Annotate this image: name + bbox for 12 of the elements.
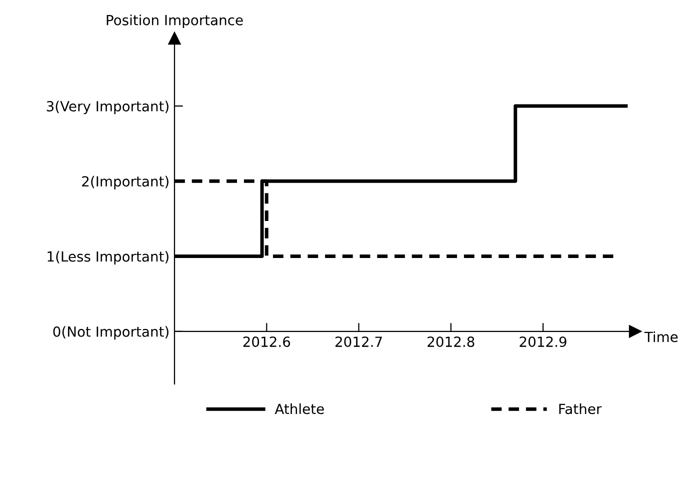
y-tick-label: 2(Important)	[82, 176, 168, 190]
x-tick-label: 2012.6	[243, 336, 290, 348]
y-tick-label: 1(Less Important)	[48, 251, 168, 264]
y-tick-label: 3(Very Important)	[46, 100, 168, 114]
x-tick-label: 2012.7	[335, 336, 382, 348]
legend-label: Father	[559, 403, 602, 414]
x-tick-label: 2012.8	[428, 336, 474, 348]
x-tick-label: 2012.9	[520, 336, 566, 348]
y-tick-label: 0(Not Important)	[53, 326, 168, 340]
y-axis-title: Position Importance	[106, 14, 243, 28]
x-axis-title: Time	[644, 331, 678, 342]
legend-label: Athlete	[274, 403, 324, 414]
